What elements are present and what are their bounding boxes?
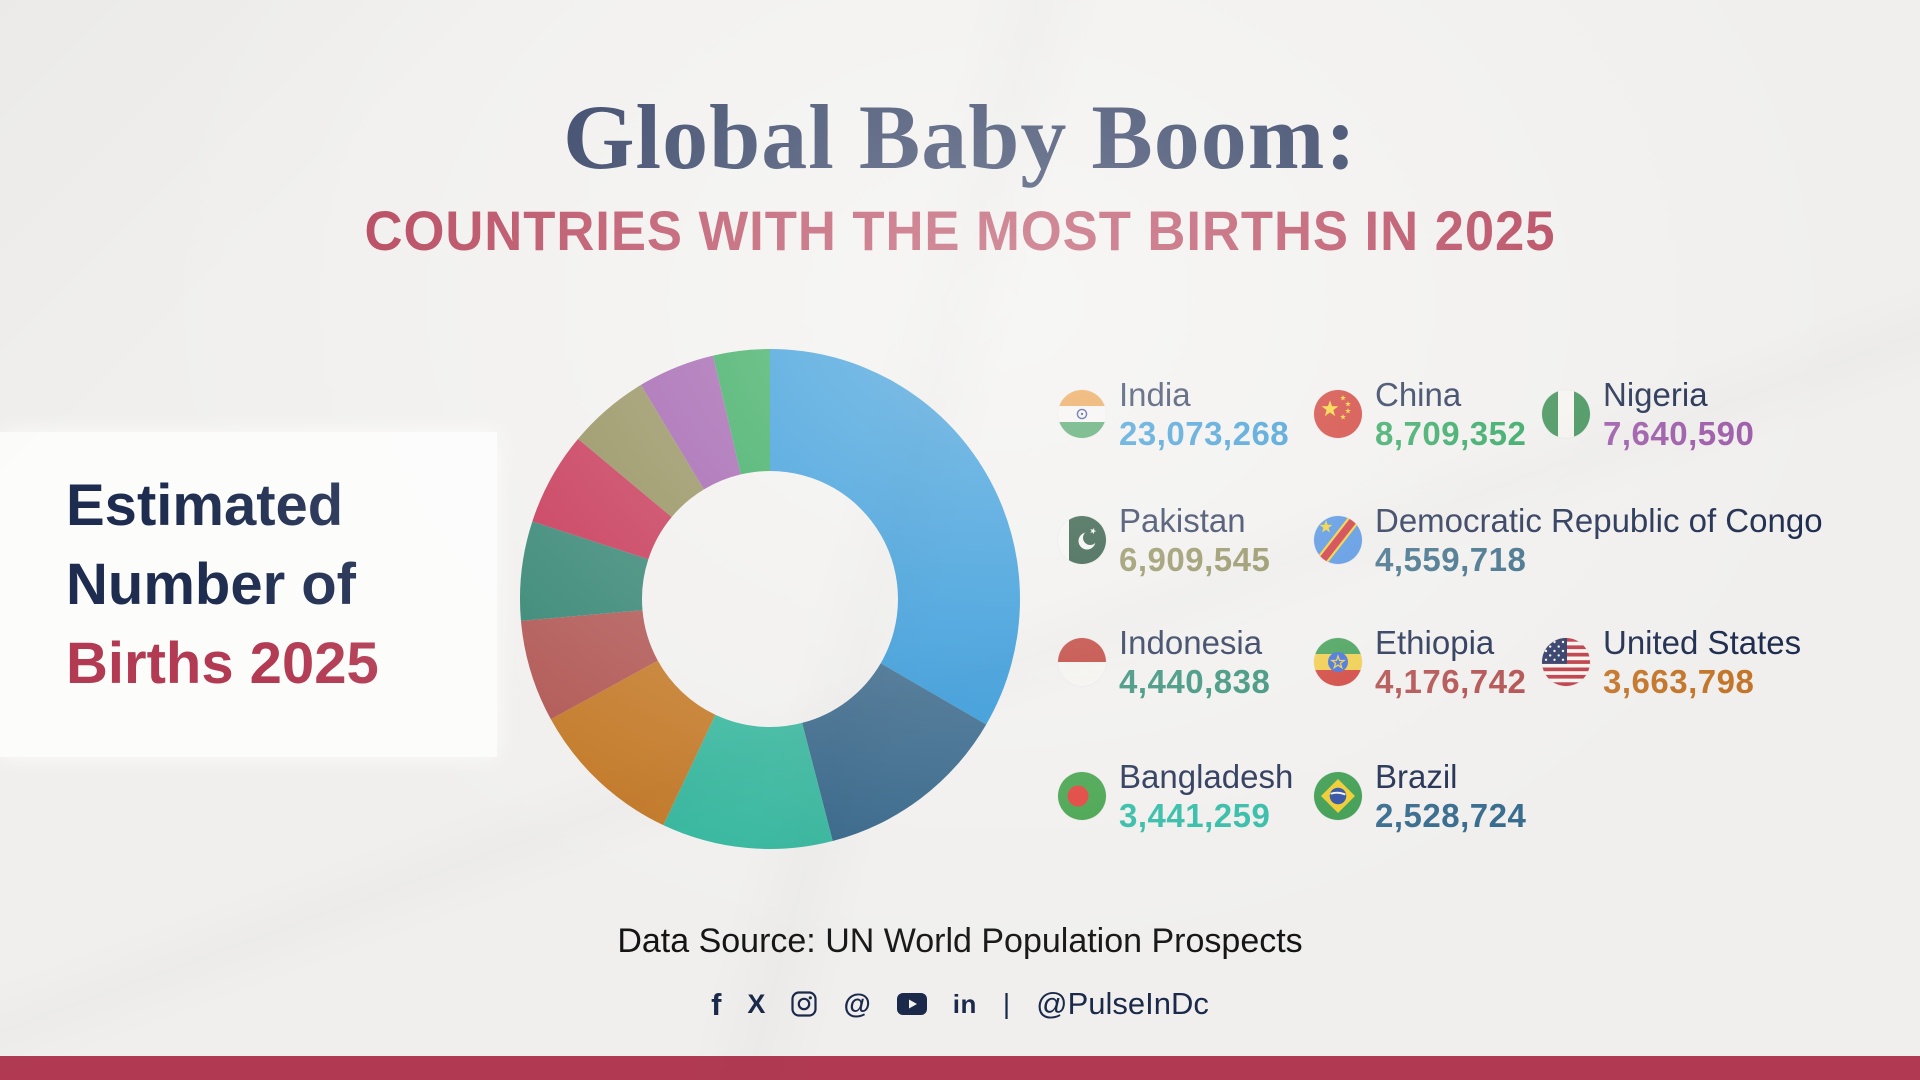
country-name: Bangladesh <box>1119 758 1294 795</box>
legend-item-pakistan: Pakistan 6,909,545 <box>1058 502 1270 578</box>
page-subtitle: COUNTRIES WITH THE MOST BIRTHS IN 2025 <box>364 199 1556 262</box>
legend-item-bangladesh: Bangladesh 3,441,259 <box>1058 758 1293 834</box>
donut-slice-indonesia <box>519 521 649 621</box>
pakistan-flag-icon <box>1058 516 1106 564</box>
threads-icon[interactable]: @ <box>843 988 871 1019</box>
data-source-note: Data Source: UN World Population Prospec… <box>617 922 1303 960</box>
birth-count: 3,663,798 <box>1603 663 1755 700</box>
bangladesh-flag-icon <box>1058 772 1106 820</box>
country-name: Nigeria <box>1603 376 1708 413</box>
birth-count: 4,559,718 <box>1375 541 1527 578</box>
donut-slice-united-states <box>578 384 704 517</box>
legend-item-ethiopia: Ethiopia 4,176,742 <box>1314 624 1526 700</box>
birth-count: 4,440,838 <box>1119 663 1271 700</box>
china-flag-icon <box>1314 390 1362 438</box>
separator: | <box>1002 988 1011 1019</box>
indonesia-flag-icon <box>1058 638 1106 686</box>
birth-count: 7,640,590 <box>1603 415 1755 452</box>
birth-count: 4,176,742 <box>1375 663 1527 700</box>
country-name: Brazil <box>1375 758 1458 795</box>
donut-slice-nigeria <box>663 714 833 849</box>
social-bar: f X @ in | @PulseInDc <box>0 986 1920 1022</box>
instagram-icon[interactable] <box>791 991 818 1017</box>
legend-item-china: China 8,709,352 <box>1314 376 1526 452</box>
drc-flag-icon <box>1314 516 1362 564</box>
donut-slice-pakistan <box>550 660 716 826</box>
india-flag-icon <box>1058 390 1106 438</box>
donut-slice-india <box>770 349 1021 725</box>
legend-item-india: India 23,073,268 <box>1058 376 1289 452</box>
country-name: Indonesia <box>1119 624 1263 661</box>
headline-line-3: Births 2025 <box>66 631 379 696</box>
legend-item-us: United States 3,663,798 <box>1542 624 1801 700</box>
legend-item-nigeria: Nigeria 7,640,590 <box>1542 376 1754 452</box>
bottom-accent-bar <box>0 1056 1920 1080</box>
donut-slice-democratic-republic-of-congo <box>520 610 658 720</box>
headline-line-1: Estimated <box>66 473 344 538</box>
birth-count: 2,528,724 <box>1375 797 1527 834</box>
us-flag-icon <box>1542 638 1590 686</box>
nigeria-flag-icon <box>1542 390 1590 438</box>
legend-item-drc: Democratic Republic of Congo 4,559,718 <box>1314 502 1823 578</box>
country-name: Ethiopia <box>1375 624 1495 661</box>
headline-band <box>0 432 497 757</box>
linkedin-icon[interactable]: in <box>952 989 977 1019</box>
ethiopia-flag-icon <box>1314 638 1362 686</box>
birth-count: 23,073,268 <box>1119 415 1290 452</box>
legend-item-indonesia: Indonesia 4,440,838 <box>1058 624 1270 700</box>
birth-count: 8,709,352 <box>1375 415 1527 452</box>
legend-item-brazil: Brazil 2,528,724 <box>1314 758 1526 834</box>
donut-slice-ethiopia <box>532 438 672 560</box>
brazil-flag-icon <box>1314 772 1362 820</box>
youtube-icon[interactable] <box>896 993 927 1015</box>
donut-slice-bangladesh <box>640 355 741 490</box>
page-title: Global Baby Boom: <box>562 86 1357 188</box>
social-handle: @PulseInDc <box>1036 986 1209 1021</box>
country-name: India <box>1119 376 1191 413</box>
donut-slice-brazil <box>713 349 770 475</box>
birth-count: 6,909,545 <box>1119 541 1271 578</box>
facebook-icon[interactable]: f <box>711 986 722 1022</box>
donut-chart <box>519 349 1021 849</box>
country-name: United States <box>1603 624 1802 661</box>
headline-line-2: Number of <box>66 552 356 617</box>
donut-slice-china <box>802 663 987 842</box>
birth-count: 3,441,259 <box>1119 797 1271 834</box>
country-name: China <box>1375 376 1462 413</box>
country-name: Democratic Republic of Congo <box>1375 502 1823 539</box>
x-icon[interactable]: X <box>747 988 766 1019</box>
headline-text: Estimated Number of Births 2025 <box>66 466 379 703</box>
country-name: Pakistan <box>1119 502 1246 539</box>
